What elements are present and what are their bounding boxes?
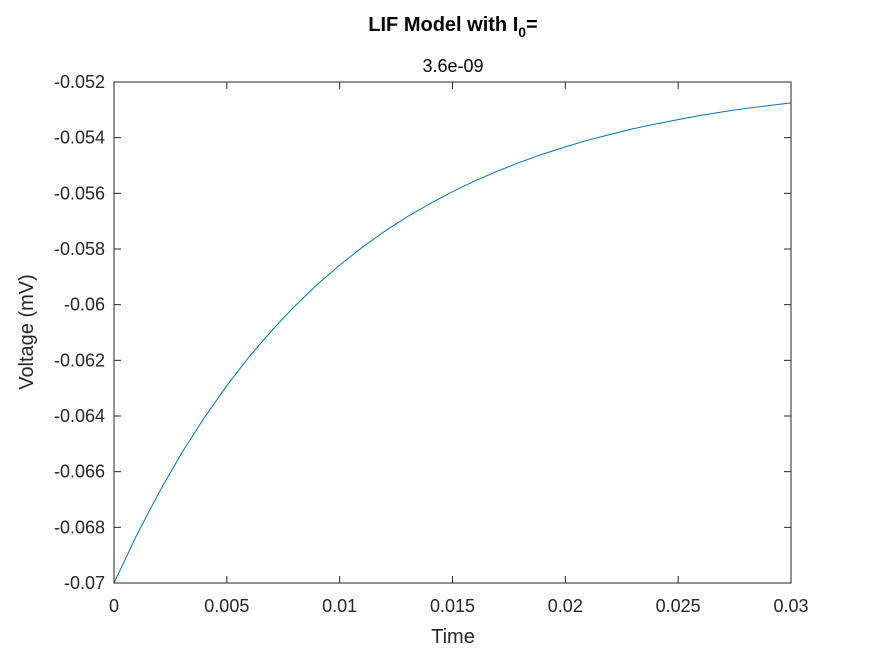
y-tick-label: -0.058 [54,239,105,259]
plot-area [114,82,791,583]
y-tick-label: -0.068 [54,517,105,537]
y-tick-label: -0.054 [54,128,105,148]
y-tick-label: -0.052 [54,72,105,92]
chart-title-text: LIF Model with I [368,14,518,36]
y-axis-label: Voltage (mV) [16,274,38,390]
x-tick-label: 0.02 [548,596,583,616]
y-tick-label: -0.064 [54,406,105,426]
tick-labels: 0 0.005 0.01 0.015 0.02 0.025 0.03 -0.07 -0.068 -… [54,72,809,616]
x-tick-label: 0.015 [430,596,475,616]
series-line [113,102,792,584]
x-axis-label: Time [431,626,475,648]
y-tick-label: -0.062 [54,350,105,370]
x-tick-label: 0.01 [322,596,357,616]
axes-box [113,81,792,584]
x-tick-label: 0.005 [204,596,249,616]
chart-title-subscript: 0 [518,24,526,40]
x-tick-label: 0.025 [656,596,701,616]
x-tick-label: 0 [109,596,119,616]
chart-title: LIF Model with I0= [368,14,537,40]
y-tick-label: -0.06 [64,295,105,315]
y-tick-label: -0.066 [54,462,105,482]
x-tick-label: 0.03 [773,596,808,616]
y-tick-label: -0.07 [64,573,105,593]
chart-title-suffix: = [526,14,538,36]
y-tick-label: -0.056 [54,183,105,203]
chart-subtitle: 3.6e-09 [422,56,483,76]
